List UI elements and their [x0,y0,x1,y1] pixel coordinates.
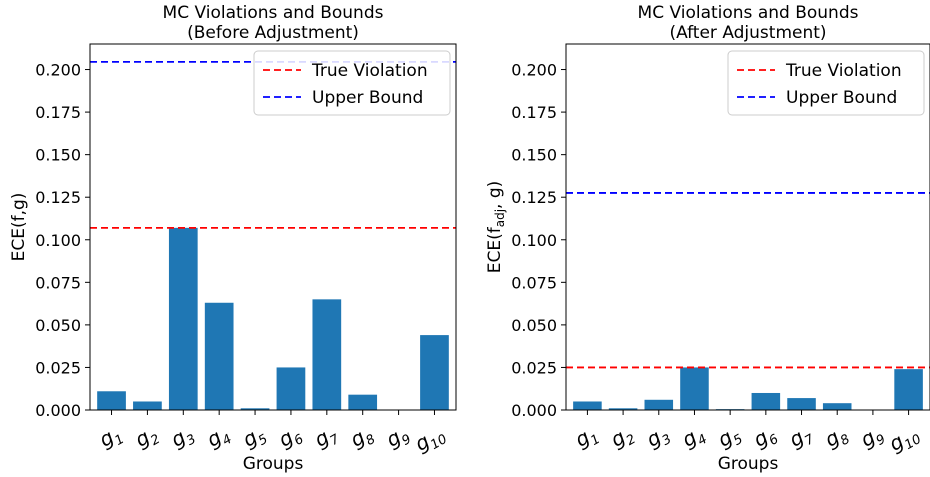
y-tick-label: 0.075 [35,273,81,292]
legend-entry-label: True Violation [311,61,428,81]
bar-g1 [573,401,602,410]
bar-g7 [787,398,816,410]
legend-entry-label: Upper Bound [312,88,423,108]
y-tick-label: 0.100 [511,231,557,250]
x-tick-label: g7 [310,420,343,455]
chart-panel-2: MC Violations and Bounds(After Adjustmen… [485,3,930,474]
bar-g7 [312,299,341,410]
x-tick-label: g4 [203,421,235,456]
y-tick-label: 0.100 [35,231,81,250]
x-tick-label: g10 [885,421,924,460]
x-tick-label: g6 [274,421,306,456]
y-tick-label: 0.000 [511,401,557,420]
y-tick-label: 0.025 [35,358,81,377]
x-tick-label: g10 [411,421,450,460]
bar-g3 [645,400,674,410]
legend-entry-label: True Violation [785,61,902,81]
y-tick-label: 0.000 [35,401,81,420]
bar-g4 [680,367,709,410]
x-tick-label: g5 [238,421,270,456]
y-axis-label: ECE(fadj, g) [485,181,507,274]
x-tick-label: g6 [749,421,781,456]
bar-g6 [277,367,306,410]
x-tick-label: g5 [713,421,745,456]
chart-title-line2: (After Adjustment) [669,23,826,43]
x-tick-label: g2 [131,421,163,456]
y-axis-label: ECE(f,g) [9,193,29,262]
x-tick-label: g2 [606,421,638,456]
y-tick-label: 0.150 [35,146,81,165]
x-tick-label: g1 [571,421,603,456]
legend-entry-label: Upper Bound [786,88,897,108]
x-tick-label: g8 [821,421,853,456]
bar-g10 [420,335,449,410]
y-tick-label: 0.175 [511,103,557,122]
bar-g6 [752,393,781,410]
y-tick-label: 0.175 [35,103,81,122]
bar-g3 [169,228,198,410]
y-axis-label-main: ECE(f [485,226,505,273]
y-tick-label: 0.200 [35,61,81,80]
bar-g2 [133,401,162,410]
x-tick-label: g9 [382,421,414,456]
y-tick-label: 0.050 [35,316,81,335]
y-tick-label: 0.050 [511,316,557,335]
bar-g4 [205,303,234,410]
y-tick-label: 0.075 [511,273,557,292]
x-tick-label: g3 [167,421,199,456]
chart-title-line2: (Before Adjustment) [187,23,359,43]
x-tick-label: g7 [785,420,818,455]
bar-g10 [894,369,923,410]
x-axis-label: Groups [243,454,304,474]
y-tick-label: 0.200 [511,61,557,80]
chart-panel-1: MC Violations and Bounds(Before Adjustme… [9,3,456,474]
x-tick-label: g1 [95,421,127,456]
y-axis-label-subscript: adj [493,209,507,227]
x-axis-label: Groups [718,454,779,474]
y-tick-label: 0.150 [511,146,557,165]
y-axis-label-tail: , g) [485,181,505,209]
y-tick-label: 0.125 [35,188,81,207]
y-axis-label-main: ECE(f,g) [9,193,29,262]
x-tick-label: g9 [856,421,888,456]
legend: True Violation Upper Bound [254,51,450,115]
x-tick-label: g4 [678,421,710,456]
legend: True Violation Upper Bound [728,51,924,115]
x-tick-label: g3 [642,421,674,456]
y-tick-label: 0.125 [511,188,557,207]
bar-g8 [348,395,377,410]
bar-g1 [97,391,126,410]
bar-g8 [823,403,852,410]
y-tick-label: 0.025 [511,358,557,377]
chart-title-line1: MC Violations and Bounds [163,3,384,23]
chart-title-line1: MC Violations and Bounds [638,3,859,23]
x-tick-label: g8 [346,421,378,456]
